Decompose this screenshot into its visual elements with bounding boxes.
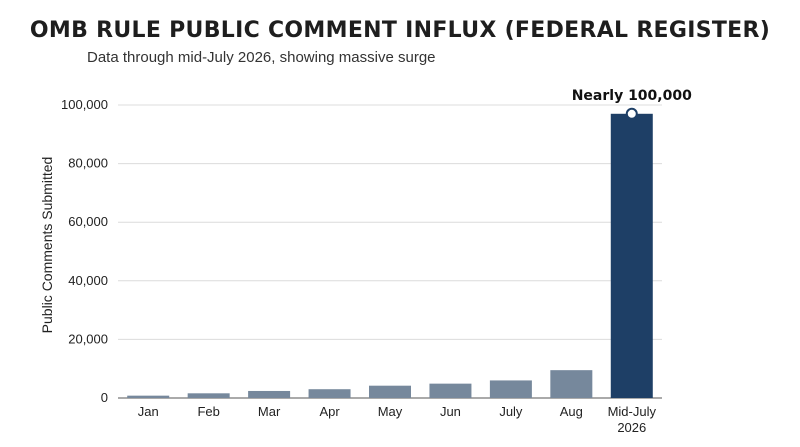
y-tick-label: 100,000 (61, 97, 108, 112)
x-tick-label: Mar (258, 404, 281, 419)
bar (248, 390, 291, 398)
y-tick-label: 0 (101, 390, 108, 405)
chart-subtitle: Data through mid-July 2026, showing mass… (87, 49, 436, 66)
x-tick-label: Jun (440, 404, 461, 419)
y-tick-label: 20,000 (68, 331, 108, 346)
y-tick-label: 80,000 (68, 156, 108, 171)
bar (187, 393, 230, 398)
x-tick-label: May (378, 404, 403, 419)
bar (429, 383, 472, 398)
y-tick-label: 40,000 (68, 273, 108, 288)
bar (489, 380, 532, 398)
x-tick-label: Mid-July 2026 (608, 404, 657, 435)
x-tick-label: Jan (138, 404, 159, 419)
bar (308, 389, 351, 398)
x-tick-label: Apr (319, 404, 340, 419)
annotation-label: Nearly 100,000 (572, 88, 692, 104)
x-tick-label: July (499, 404, 523, 419)
annotation-marker (625, 107, 638, 120)
y-tick-label: 60,000 (68, 214, 108, 229)
x-tick-label: Aug (560, 404, 583, 419)
bar (127, 395, 170, 398)
x-tick-label: Feb (197, 404, 219, 419)
chart-title: OMB RULE PUBLIC COMMENT INFLUX (FEDERAL … (29, 18, 771, 43)
bar (550, 370, 593, 398)
bar (369, 385, 411, 398)
bar (610, 113, 653, 398)
